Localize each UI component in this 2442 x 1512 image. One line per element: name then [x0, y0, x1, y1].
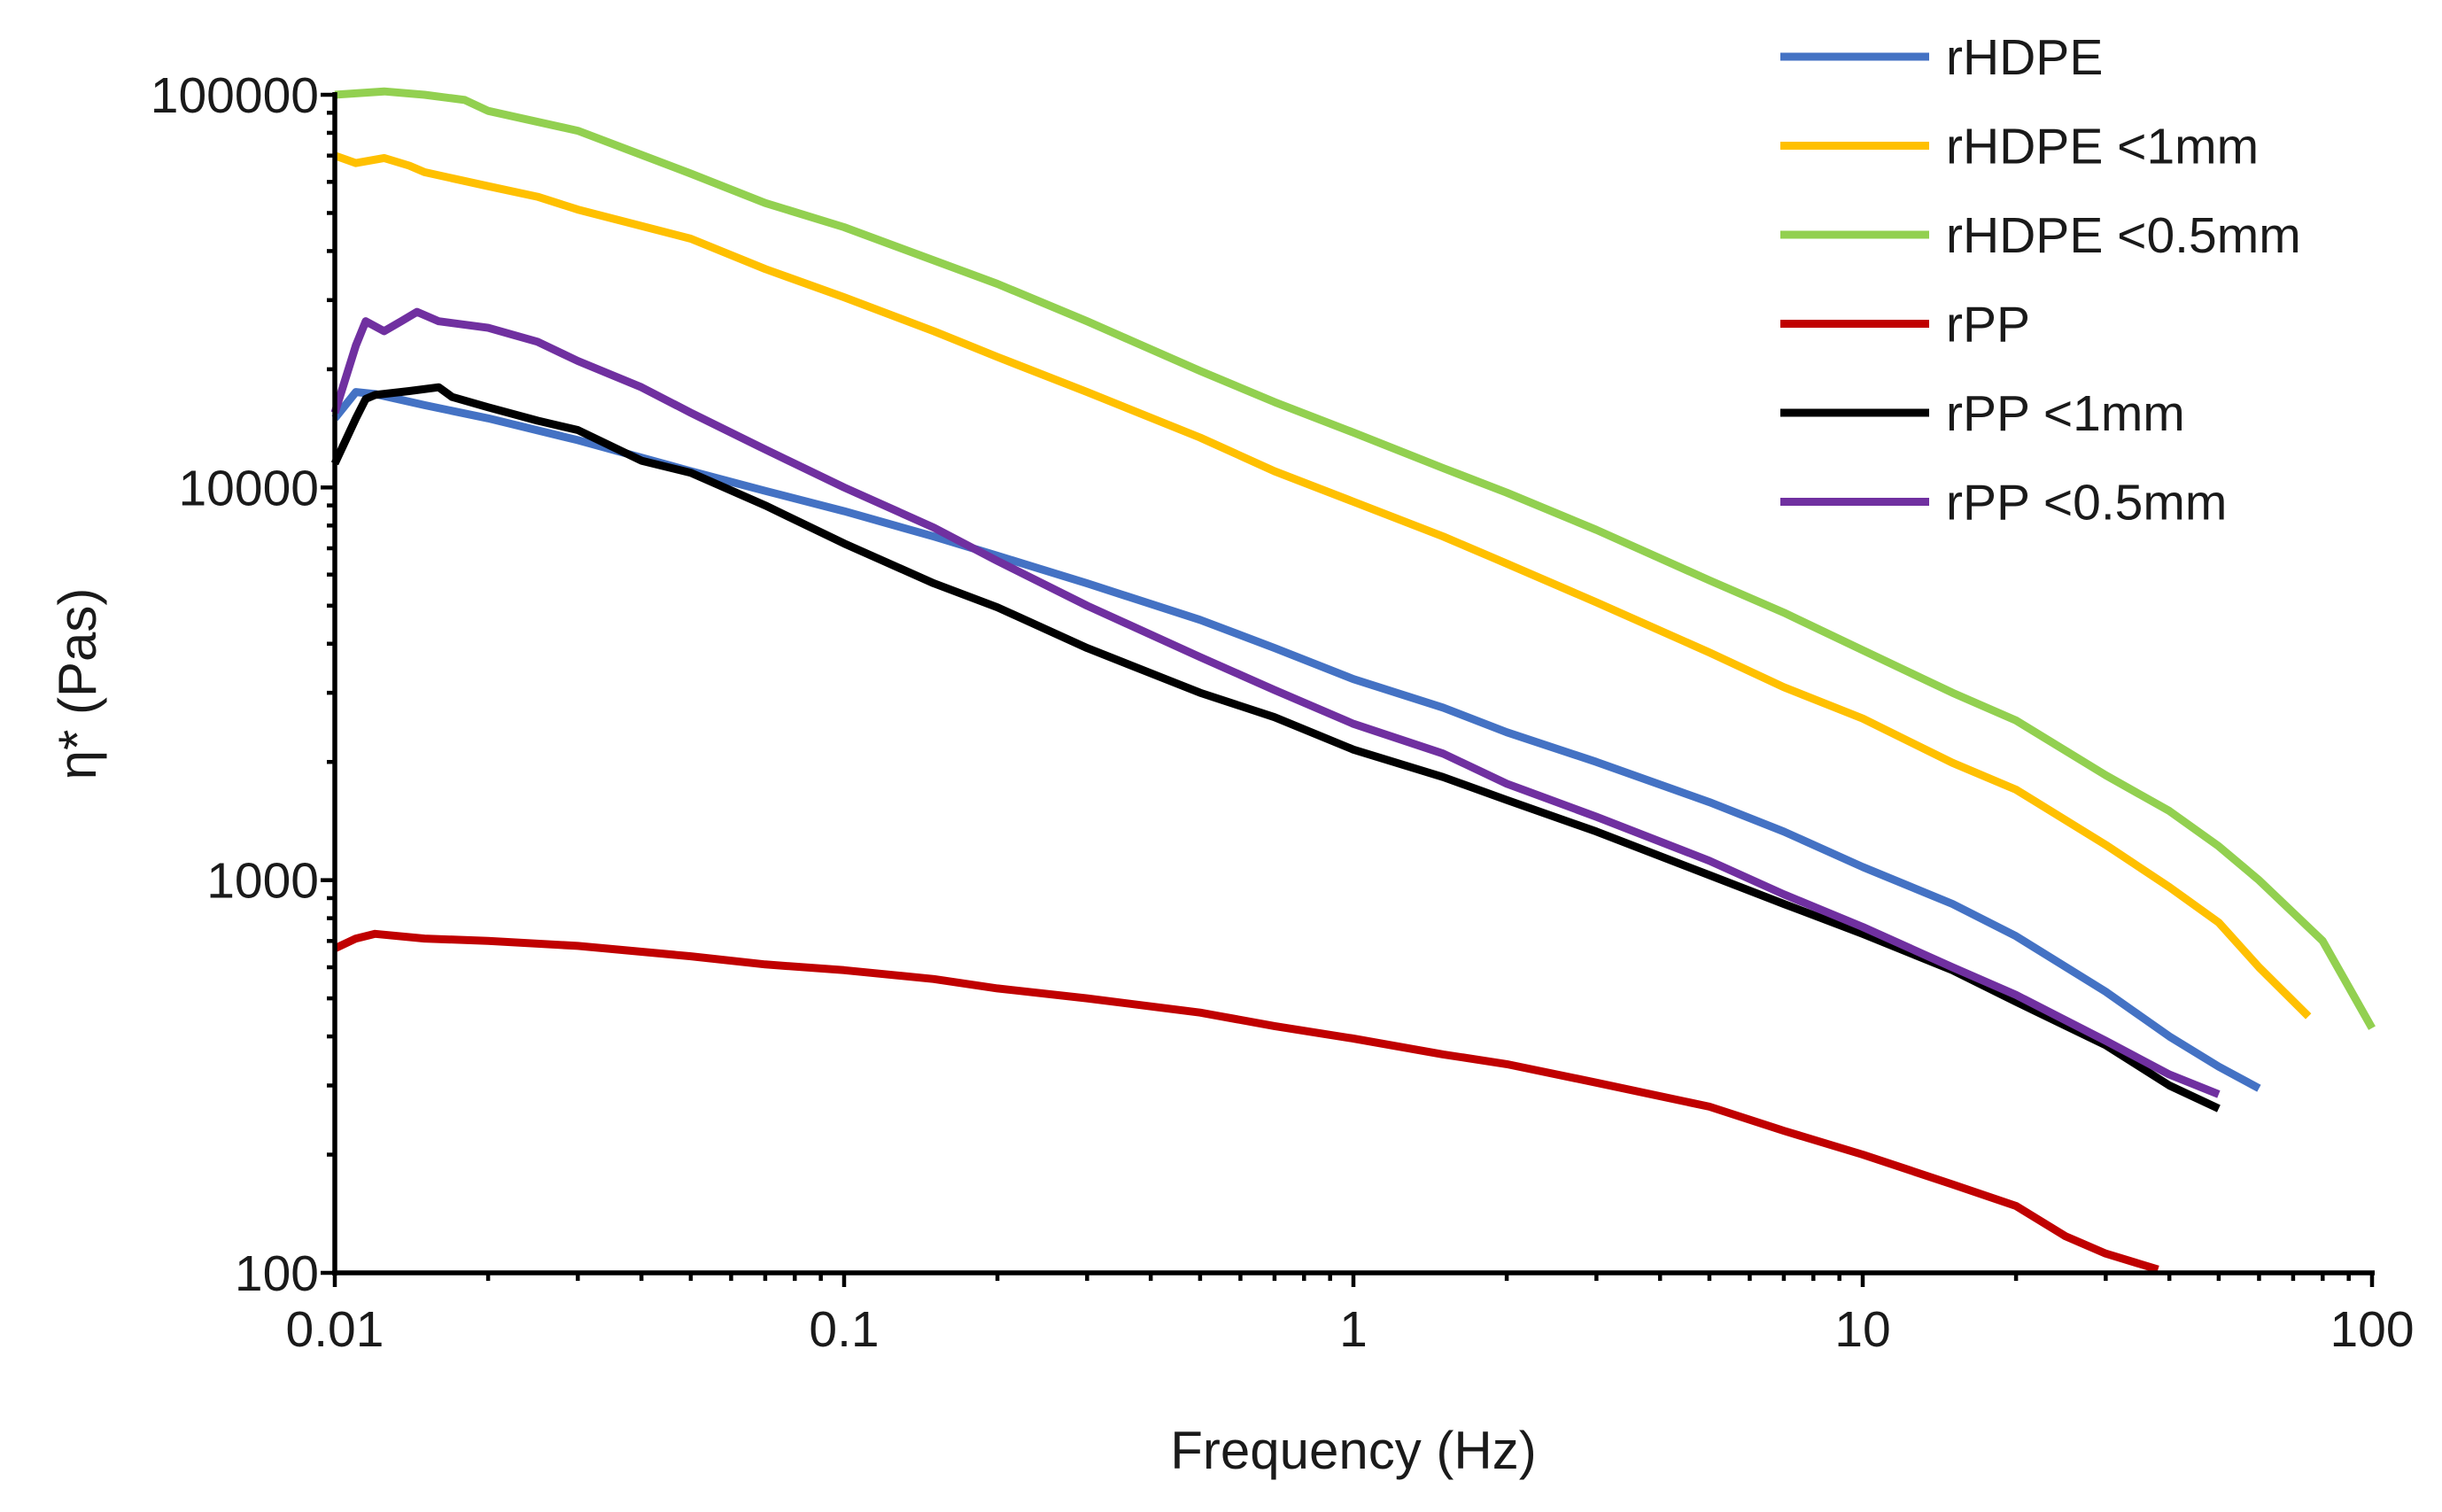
legend-label: rPP <0.5mm	[1946, 475, 2227, 531]
tick-layer: 0.01 0.1 1 10 100 100 1000 10000 100000	[151, 67, 2415, 1358]
y-axis-title: η* (Pas)	[48, 588, 107, 780]
legend-label: rHDPE	[1946, 29, 2103, 86]
legend-label: rPP <1mm	[1946, 385, 2185, 442]
x-tick-label: 10	[1834, 1301, 1890, 1358]
series-line-rhdpe-0-5mm	[334, 87, 2376, 1030]
y-tick-label: 1000	[206, 853, 319, 910]
x-tick-label: 0.01	[286, 1301, 384, 1358]
axis-layer	[332, 92, 2375, 1276]
x-tick-label: 1	[1339, 1301, 1368, 1358]
x-tick-label: 100	[2330, 1301, 2414, 1358]
series-line-rhdpe	[331, 388, 2261, 1092]
y-tick-label: 100000	[151, 67, 319, 124]
series-line-rpp-1mm	[330, 383, 2221, 1113]
x-axis-title: Frequency (Hz)	[1170, 1421, 1536, 1480]
series-line-rpp	[333, 929, 2159, 1274]
legend: rHDPE rHDPE <1mm rHDPE <0.5mm rPP rPP <1mm rP…	[1780, 29, 2301, 531]
y-tick-label: 10000	[178, 460, 319, 516]
series-line-rpp-0-5mm	[330, 307, 2221, 1098]
y-tick-label: 100	[235, 1245, 319, 1302]
series-layer	[330, 87, 2376, 1274]
legend-label: rHDPE <0.5mm	[1946, 207, 2301, 264]
x-tick-label: 0.1	[809, 1301, 879, 1358]
legend-label: rPP	[1946, 297, 2030, 353]
series-line-rhdpe-1mm	[333, 151, 2312, 1020]
legend-label: rHDPE <1mm	[1946, 119, 2259, 175]
